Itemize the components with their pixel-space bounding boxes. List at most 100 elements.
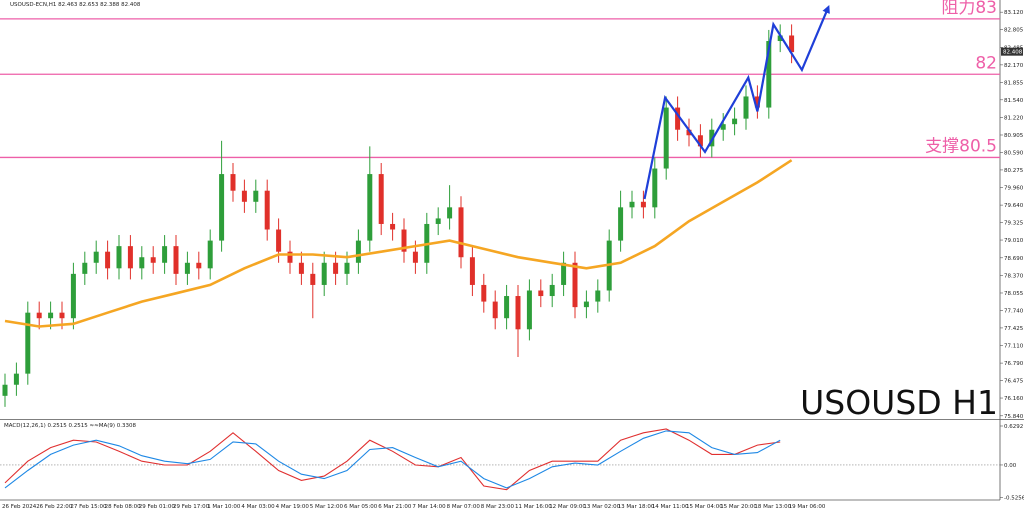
x-tick-label: 8 Mar 23:00 — [481, 504, 515, 510]
last-price-label: 82.408 — [1003, 50, 1023, 56]
macd-line — [4, 428, 781, 491]
candle-body — [447, 207, 453, 219]
y-tick-label: 0.00 — [1004, 463, 1017, 469]
candle-body — [59, 312, 65, 319]
candle-body — [515, 296, 521, 330]
candle-body — [93, 251, 99, 263]
candle-body — [720, 124, 726, 130]
y-tick-label: 79.640 — [1004, 203, 1024, 209]
candle-body — [276, 229, 282, 252]
candle-body — [173, 246, 179, 274]
x-tick-label: 13 Mar 02:00 — [583, 504, 620, 510]
candle-body — [82, 262, 88, 274]
x-tick-label: 1 Mar 10:00 — [207, 504, 241, 510]
candle-body — [492, 301, 498, 319]
y-tick-label: 77.425 — [1004, 326, 1024, 332]
x-tick-label: 19 Mar 06:00 — [789, 504, 826, 510]
y-tick-label: 82.805 — [1004, 28, 1024, 34]
candle-body — [196, 262, 202, 269]
candle-body — [686, 129, 692, 136]
y-tick-label: 76.475 — [1004, 379, 1024, 385]
y-tick-label: 79.960 — [1004, 185, 1024, 191]
y-tick-label: 79.010 — [1004, 238, 1024, 244]
candle-body — [595, 290, 601, 302]
x-tick-label: 18 Mar 13:00 — [754, 504, 791, 510]
candle-body — [70, 273, 76, 319]
y-tick-label: 78.690 — [1004, 256, 1024, 262]
y-tick-label: 77.740 — [1004, 308, 1024, 314]
candle-body — [310, 273, 316, 285]
candle-body — [777, 35, 783, 42]
candle-body — [184, 262, 190, 274]
y-tick-label: 80.590 — [1004, 150, 1024, 156]
candle-body — [629, 201, 635, 208]
y-tick-label: 80.905 — [1004, 133, 1024, 139]
macd-header: MACD(12,26,1) 0.2515 0.2515 ≈≈MA(9) 0.33… — [4, 423, 137, 429]
x-tick-label: 14 Mar 11:00 — [652, 504, 689, 510]
x-tick-label: 29 Feb 01:00 — [139, 504, 176, 510]
x-tick-label: 28 Feb 08:00 — [105, 504, 142, 510]
candle-body — [697, 135, 703, 147]
y-tick-label: 78.370 — [1004, 274, 1024, 280]
level-label: 阻力83 — [941, 0, 997, 18]
y-tick-label: 75.840 — [1004, 414, 1024, 420]
candle-body — [321, 262, 327, 285]
y-tick-label: 82.170 — [1004, 63, 1024, 69]
candle-body — [36, 312, 42, 319]
x-tick-label: 15 Mar 04:00 — [686, 504, 723, 510]
candle-body — [2, 384, 8, 396]
candle-body — [583, 301, 589, 308]
y-tick-label: 79.325 — [1004, 221, 1024, 227]
candle-body — [618, 207, 624, 241]
candle-body — [127, 246, 133, 269]
candle-body — [264, 190, 270, 230]
candle-body — [743, 96, 749, 119]
candle-body — [367, 174, 373, 241]
y-tick-label: 77.110 — [1004, 343, 1024, 349]
candle-body — [401, 229, 407, 252]
candle-body — [469, 257, 475, 285]
candle-body — [390, 223, 396, 230]
x-tick-label: 26 Feb 22:00 — [36, 504, 73, 510]
x-tick-label: 6 Mar 05:00 — [344, 504, 378, 510]
x-tick-label: 29 Feb 17:00 — [173, 504, 210, 510]
candle-body — [150, 257, 156, 263]
chart-title: USOUSD H1 — [800, 383, 998, 422]
candle-body — [253, 190, 259, 202]
candle-body — [561, 262, 567, 285]
x-tick-label: 13 Mar 18:00 — [618, 504, 655, 510]
x-tick-label: 27 Feb 15:00 — [70, 504, 107, 510]
candle-body — [116, 246, 122, 269]
level-label: 82 — [975, 53, 997, 73]
candle-body — [481, 284, 487, 302]
level-label: 支撑80.5 — [925, 136, 997, 156]
candle-body — [549, 284, 555, 297]
candle-body — [754, 96, 760, 108]
candle-body — [538, 290, 544, 297]
candle-body — [207, 240, 213, 269]
x-tick-label: 4 Mar 19:00 — [276, 504, 310, 510]
moving-average — [4, 159, 793, 328]
candle-body — [640, 201, 646, 208]
x-tick-label: 7 Mar 14:00 — [412, 504, 446, 510]
candle-body — [378, 174, 384, 224]
y-tick-label: -0.5256 — [1004, 495, 1024, 501]
candle-body — [526, 290, 532, 330]
candle-body — [709, 129, 715, 147]
candle-body — [789, 35, 795, 53]
candle-body — [139, 257, 145, 269]
candle-body — [675, 107, 681, 130]
candle-body — [732, 118, 738, 125]
candle-body — [219, 174, 225, 241]
y-tick-label: 76.790 — [1004, 361, 1024, 367]
y-tick-label: 80.275 — [1004, 168, 1024, 174]
candle-body — [435, 218, 441, 224]
y-tick-label: 0.6292 — [1004, 424, 1023, 430]
candle-body — [572, 262, 578, 308]
y-tick-label: 78.055 — [1004, 291, 1024, 297]
candle-body — [412, 251, 418, 263]
y-tick-label: 81.540 — [1004, 98, 1024, 104]
candle-body — [504, 296, 510, 319]
x-tick-label: 26 Feb 2024 — [2, 504, 37, 510]
